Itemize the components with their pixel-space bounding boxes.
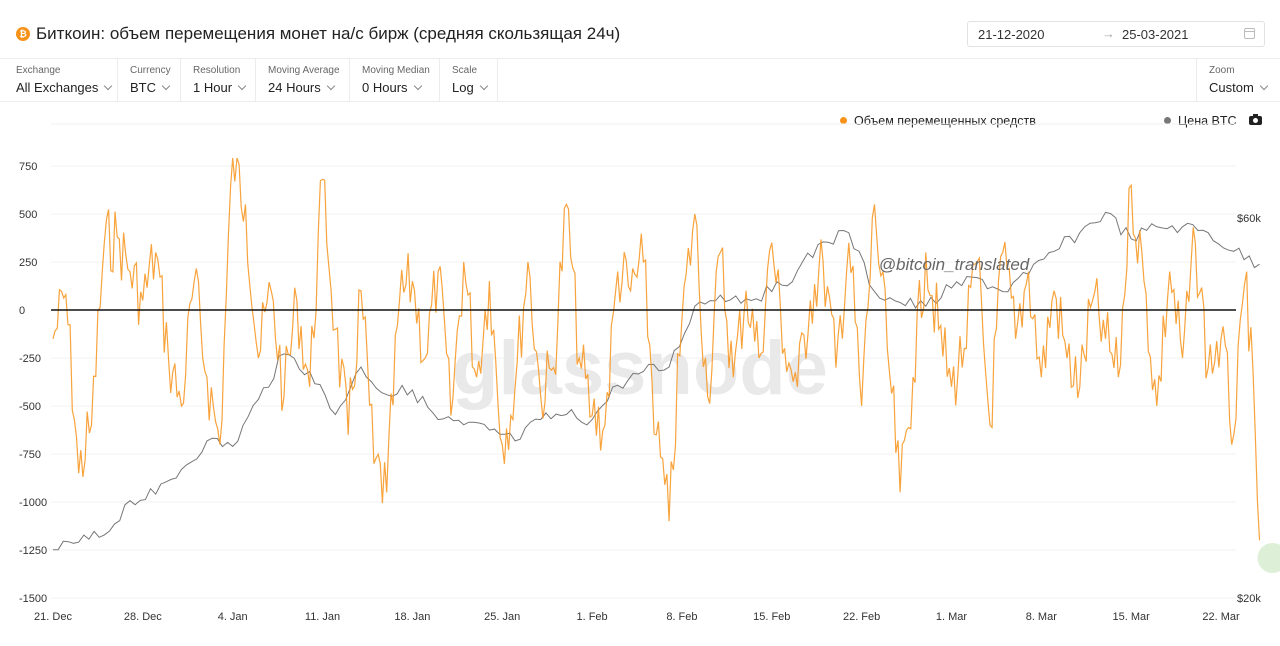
legend-price[interactable]: Цена BTC [1164,114,1237,128]
moving-average-value[interactable]: 24 Hours [268,80,335,95]
x-tick-label: 1. Mar [936,611,968,623]
chevron-down-icon [161,81,171,91]
chevron-down-icon [326,81,335,91]
y-right-tick-label: $20k [1237,593,1261,605]
author-watermark: @bitcoin_translated [879,255,1030,274]
chart-header: ₿ Биткоин: объем перемещения монет на/с … [0,0,1280,58]
x-tick-label: 28. Dec [124,611,162,623]
legend-flow-dot [840,117,847,124]
last-value-marker [1257,543,1280,573]
bitcoin-icon: ₿ [16,27,30,41]
scale-value[interactable]: Log [452,80,488,95]
zoom-value[interactable]: Custom [1209,80,1269,95]
camera-icon[interactable] [1249,114,1262,125]
y-left-tick-label: 750 [19,161,37,173]
legend-flow-label: Объем перемещенных средств [854,114,1036,128]
y-left-tick-label: -250 [19,353,41,365]
arrow-right-icon: → [1102,26,1115,41]
y-left-tick-label: 250 [19,257,37,269]
chevron-down-icon [104,81,113,91]
x-tick-label: 21. Dec [34,611,72,623]
resolution-label: Resolution [193,65,241,76]
x-tick-label: 8. Mar [1026,611,1058,623]
glassnode-watermark: glassnode [452,326,828,411]
y-left-tick-label: -1500 [19,593,47,605]
zoom-label: Zoom [1209,65,1235,76]
x-tick-label: 22. Feb [843,611,880,623]
calendar-icon[interactable] [1244,28,1255,39]
zoom-select[interactable]: Zoom Custom [1196,59,1280,101]
moving-median-select[interactable]: Moving Median 0 Hours [350,59,440,101]
grid-lines [51,123,1236,599]
legend-price-dot [1164,117,1171,124]
chevron-down-icon [413,81,422,91]
date-to[interactable]: 25-03-2021 [1122,27,1189,42]
moving-average-select[interactable]: Moving Average 24 Hours [256,59,350,101]
y-right-tick-label: $60k [1237,213,1261,225]
chart-toolbar: Exchange All Exchanges Currency BTC Reso… [0,58,1280,102]
x-tick-label: 18. Jan [394,611,430,623]
exchange-value[interactable]: All Exchanges [16,80,113,95]
y-left-tick-label: -500 [19,401,41,413]
moving-median-label: Moving Median [362,65,430,76]
price-series-line [53,211,1260,551]
y-left-tick-label: -1250 [19,545,47,557]
y-left-tick-label: 500 [19,209,37,221]
chevron-down-icon [1259,81,1269,91]
chart-title: Биткоин: объем перемещения монет на/с би… [36,24,621,43]
x-tick-label: 22. Mar [1202,611,1240,623]
chevron-down-icon [237,81,247,91]
y-left-tick-label: -750 [19,449,41,461]
x-tick-label: 4. Jan [218,611,248,623]
x-axis: 21. Dec 28. Dec 4. Jan 11. Jan 18. Jan 25. Ja… [34,611,1240,623]
resolution-select[interactable]: Resolution 1 Hour [181,59,256,101]
date-from[interactable]: 21-12-2020 [978,27,1045,42]
moving-median-value[interactable]: 0 Hours [362,80,422,95]
x-tick-label: 25. Jan [484,611,520,623]
y-left-tick-label: 0 [19,305,25,317]
currency-value[interactable]: BTC [130,80,171,95]
date-range-picker[interactable]: 21-12-2020 → 25-03-2021 [967,21,1265,47]
x-tick-label: 15. Mar [1113,611,1151,623]
y-axis-left: 750 500 250 0 -250 -500 -750 -1000 -1250 -1500 [19,161,47,605]
exchange-label: Exchange [16,65,61,76]
scale-label: Scale [452,65,478,76]
chevron-down-icon [479,81,488,91]
legend-flow[interactable]: Объем перемещенных средств [840,114,1036,128]
y-left-tick-label: -1000 [19,497,47,509]
x-tick-label: 1. Feb [576,611,607,623]
currency-label: Currency [130,65,171,76]
x-tick-label: 15. Feb [753,611,790,623]
currency-select[interactable]: Currency BTC [118,59,181,101]
y-axis-right: $60k $20k [1237,213,1261,605]
x-tick-label: 11. Jan [305,611,340,623]
moving-average-label: Moving Average [268,65,340,76]
exchange-select[interactable]: Exchange All Exchanges [4,59,118,101]
resolution-value[interactable]: 1 Hour [193,80,247,95]
legend-price-label: Цена BTC [1178,114,1237,128]
x-tick-label: 8. Feb [666,611,697,623]
flow-series-line [52,157,1261,541]
scale-select[interactable]: Scale Log [440,59,498,101]
